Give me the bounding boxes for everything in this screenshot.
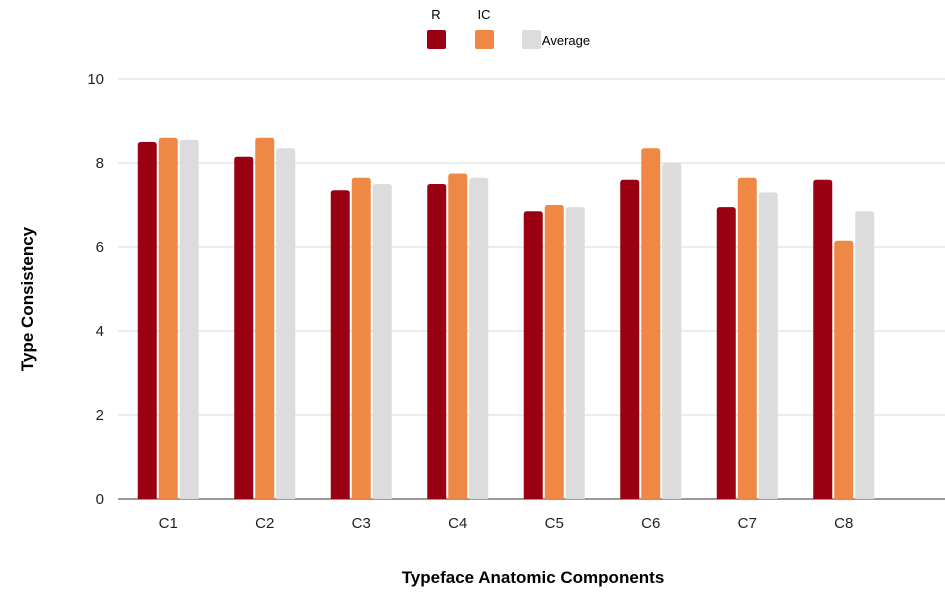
y-tick-label: 8	[96, 155, 104, 172]
y-tick-label: 6	[96, 239, 104, 256]
y-tick-label: 10	[87, 71, 104, 88]
bar-r-c6	[620, 179, 640, 500]
bar-r-c8	[813, 179, 833, 500]
bar-ic-c2	[255, 137, 275, 500]
x-tick-label: C5	[545, 515, 564, 532]
legend-swatch	[427, 30, 446, 49]
y-axis-ticks: 0 2 4 6 8 10	[87, 71, 104, 508]
bar-ic-c1	[158, 137, 178, 500]
y-tick-label: 0	[96, 491, 104, 508]
legend-item-average: Average	[522, 30, 590, 49]
bar-average-c2	[276, 148, 296, 500]
x-tick-label: C1	[159, 515, 178, 532]
legend-label: R	[431, 7, 440, 22]
bar-average-c3	[372, 184, 392, 499]
bar-average-c1	[179, 139, 199, 499]
bar-r-c2	[234, 156, 254, 499]
bar-r-c3	[330, 190, 350, 500]
bar-group-C6	[620, 148, 682, 500]
y-axis-title: Type Consistency	[18, 226, 37, 371]
x-tick-label: C6	[641, 515, 660, 532]
x-axis-ticks: C1 C2 C3 C4 C5 C6 C7 C8	[159, 515, 854, 532]
bar-group-C4	[427, 173, 489, 499]
x-axis-title: Typeface Anatomic Components	[402, 568, 665, 587]
bar-group-C3	[330, 177, 392, 500]
legend-swatch	[475, 30, 494, 49]
x-tick-label: C7	[738, 515, 757, 532]
x-tick-label: C2	[255, 515, 274, 532]
bar-group-C5	[523, 205, 585, 500]
bar-ic-c6	[641, 148, 661, 500]
bar-average-c8	[855, 211, 875, 500]
x-tick-label: C8	[834, 515, 853, 532]
bar-ic-c4	[448, 173, 468, 499]
bar-group-C2	[234, 137, 296, 500]
legend-label: Average	[542, 33, 590, 48]
bar-group-C8	[813, 179, 875, 500]
bar-average-c6	[662, 163, 682, 499]
bar-r-c1	[137, 142, 157, 499]
bar-average-c7	[758, 192, 778, 499]
bar-ic-c8	[834, 240, 854, 499]
x-tick-label: C4	[448, 515, 467, 532]
y-tick-label: 4	[96, 323, 104, 340]
legend: R IC Average	[427, 7, 590, 49]
bar-r-c4	[427, 184, 447, 499]
legend-item-ic: IC	[475, 7, 494, 49]
bar-r-c7	[716, 207, 736, 499]
legend-label: IC	[478, 7, 491, 22]
bar-average-c4	[469, 177, 489, 499]
bar-ic-c5	[544, 205, 564, 499]
legend-item-r: R	[427, 7, 446, 49]
bar-ic-c3	[351, 177, 371, 499]
bar-average-c5	[565, 207, 585, 499]
bars	[137, 137, 875, 500]
bar-ic-c7	[737, 177, 757, 499]
legend-swatch	[522, 30, 541, 49]
y-tick-label: 2	[96, 407, 104, 424]
x-tick-label: C3	[352, 515, 371, 532]
bar-r-c5	[523, 211, 543, 500]
bar-group-C1	[137, 137, 199, 500]
bar-group-C7	[716, 177, 778, 499]
